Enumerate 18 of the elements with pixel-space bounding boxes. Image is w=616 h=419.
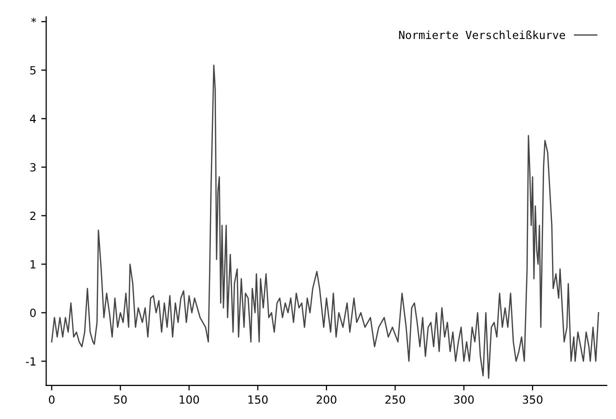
x-tick-label: 200 (316, 395, 336, 404)
y-tick-label: 2 (30, 212, 36, 220)
x-tick-label: 0 (48, 395, 54, 404)
y-tick-label: 1 (30, 260, 36, 268)
x-tick-label: 300 (454, 395, 474, 404)
y-tick-label: 4 (30, 114, 36, 123)
line-series (51, 64, 600, 379)
y-tick-label: 5 (30, 66, 36, 75)
x-tick-label: 350 (522, 395, 542, 404)
x-tick-label: 250 (385, 395, 406, 404)
y-tick-label: -1 (26, 357, 36, 366)
y-tick-label: 0 (30, 308, 36, 318)
x-tick-label: 150 (248, 395, 268, 404)
x-tick-label: 50 (114, 395, 127, 404)
legend-label: Normierte Verschleißkurve (399, 30, 565, 40)
y-tick-label: * (31, 18, 36, 23)
x-tick-label: 100 (180, 395, 199, 404)
y-tick-label: 3 (30, 163, 36, 172)
